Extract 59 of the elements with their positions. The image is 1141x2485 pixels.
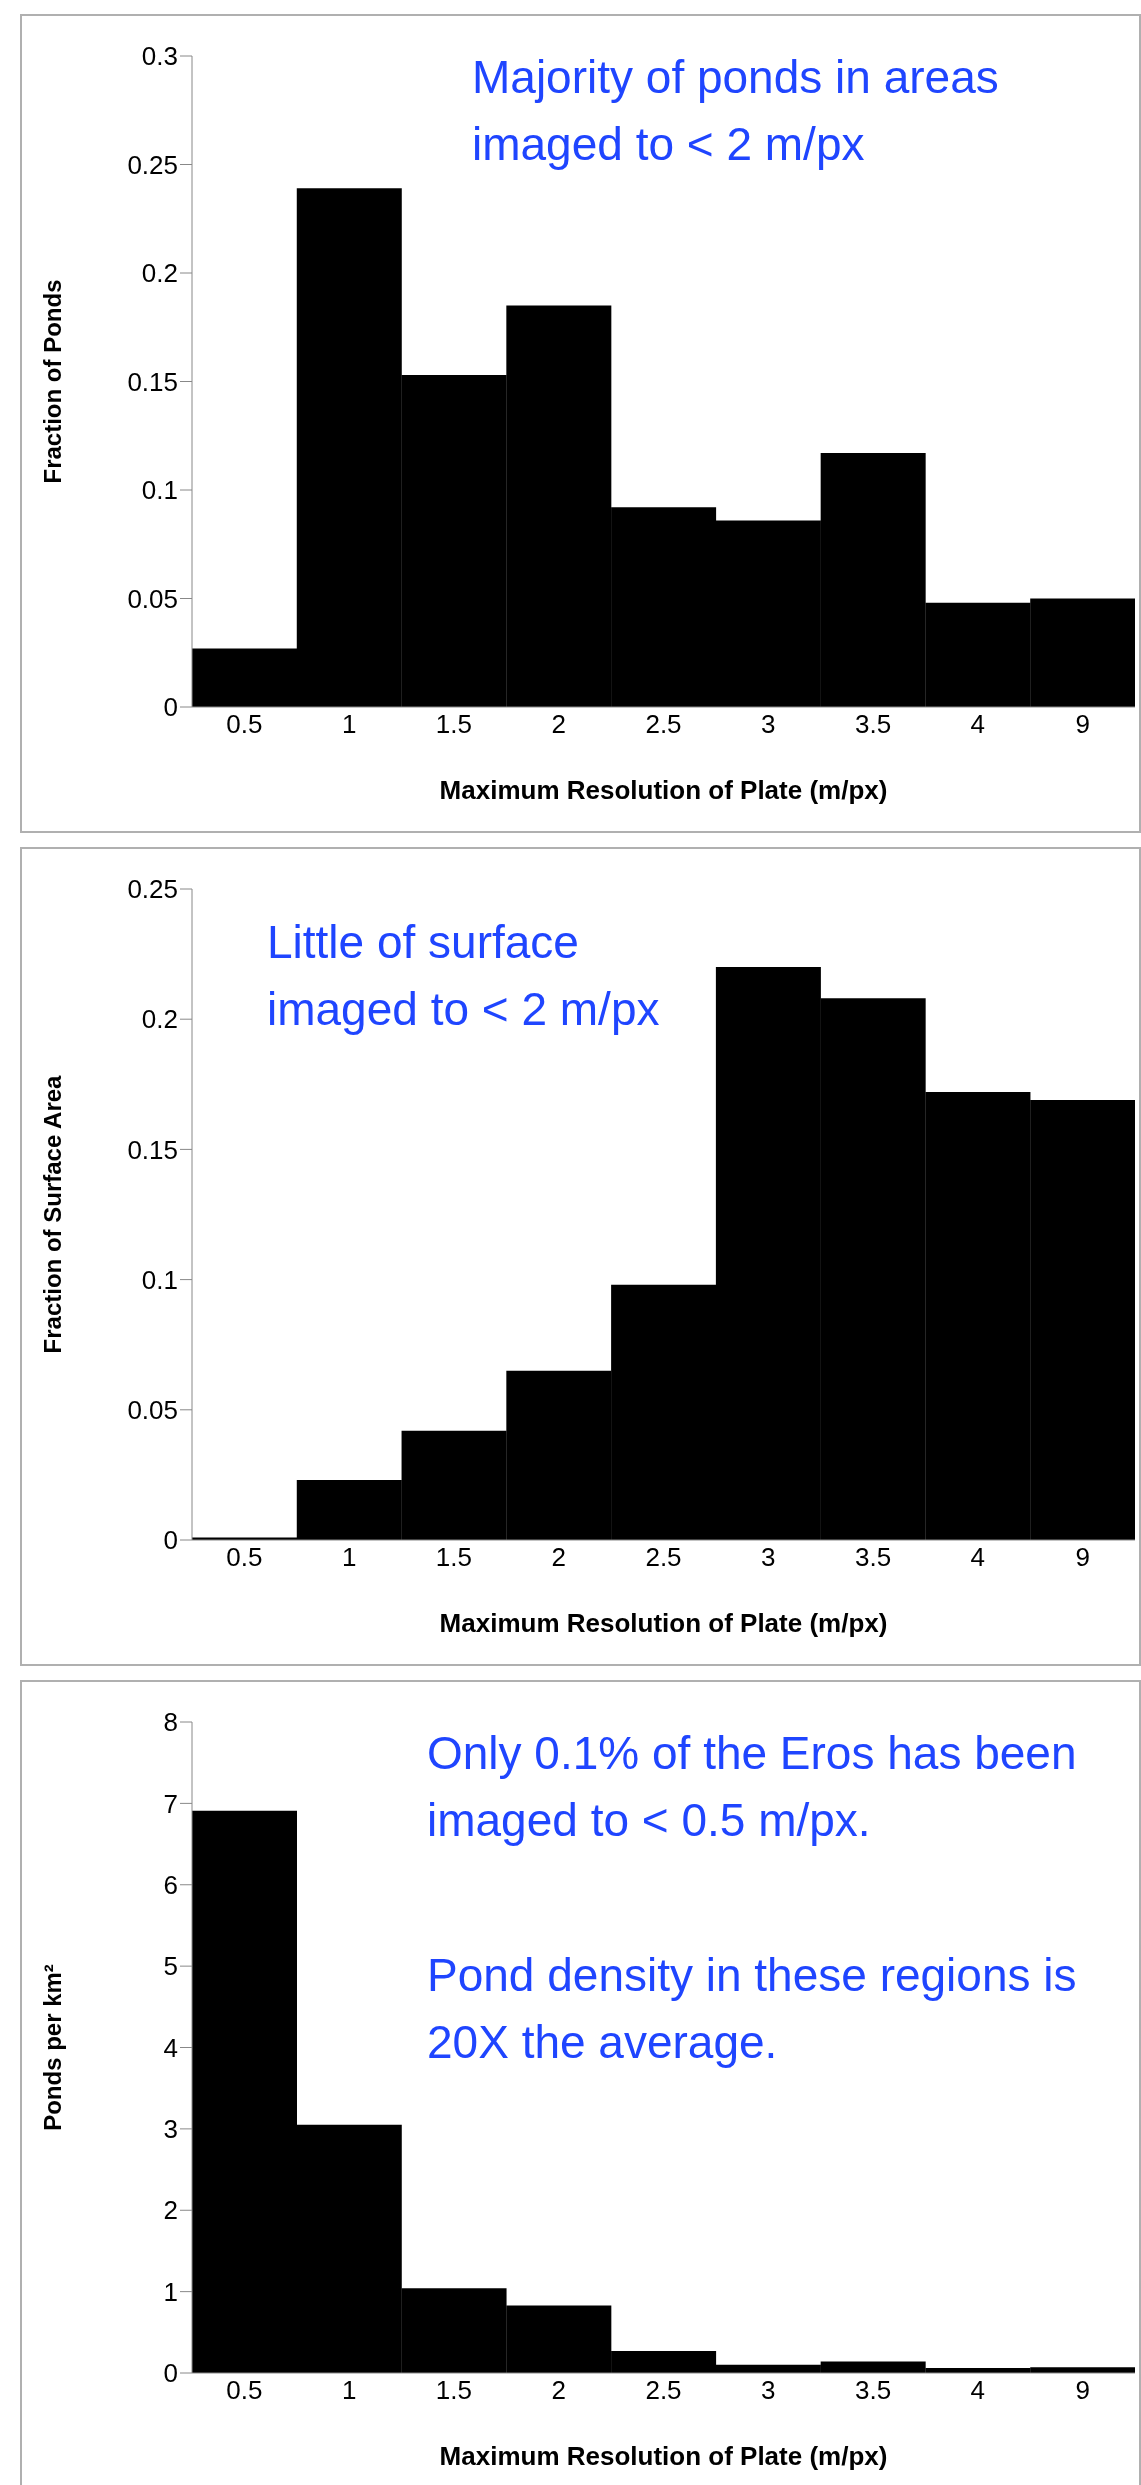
x-axis-title: Maximum Resolution of Plate (m/px) xyxy=(439,1608,888,1638)
annotation: Majority of ponds in areas imaged to < 2 m/px xyxy=(472,50,1000,172)
x-tick-label: 1 xyxy=(341,1542,357,1573)
x-axis-title: Maximum Resolution of Plate (m/px) xyxy=(439,2441,888,2471)
x-tick-label: 1 xyxy=(341,2375,357,2406)
x-tick-label: 2 xyxy=(551,709,566,740)
annotation: Little of surface imaged to < 2 m/px xyxy=(267,915,661,1037)
y-tick-label: 2 xyxy=(163,2195,178,2226)
y-tick-label: 0.25 xyxy=(127,874,178,905)
y-tick-label: 8 xyxy=(163,1707,178,1738)
x-tick-label: 4 xyxy=(970,709,986,740)
x-tick-label: 2 xyxy=(551,2375,566,2406)
x-tick-label: 1.5 xyxy=(435,1542,473,1573)
y-tick-label: 0 xyxy=(163,2358,178,2389)
y-axis-title: Fraction of Surface Area xyxy=(38,1074,66,1354)
y-tick-label: 0 xyxy=(163,1525,178,1556)
y-tick-label: 4 xyxy=(163,2032,178,2063)
x-tick-label: 2.5 xyxy=(645,2375,682,2406)
annotation: Pond density in these regions is 20X the average. xyxy=(427,1948,1078,2070)
y-tick-label: 0.2 xyxy=(141,258,178,289)
annotation: Only 0.1% of the Eros has been imaged to < 0.5 m/px. xyxy=(427,1726,1078,1848)
y-tick-label: 0.05 xyxy=(127,1395,178,1426)
x-tick-label: 3.5 xyxy=(854,1542,892,1573)
x-tick-label: 9 xyxy=(1075,709,1090,740)
x-tick-label: 2 xyxy=(551,1542,566,1573)
y-tick-label: 0.25 xyxy=(127,149,178,180)
x-tick-label: 0.5 xyxy=(226,709,263,740)
y-tick-label: 0.3 xyxy=(141,41,178,72)
x-tick-label: 9 xyxy=(1075,1542,1090,1573)
y-tick-label: 0.15 xyxy=(127,366,178,397)
y-tick-label: 0.2 xyxy=(141,1004,178,1035)
x-tick-label: 3.5 xyxy=(854,709,892,740)
y-tick-label: 0.05 xyxy=(127,583,178,614)
y-tick-label: 0 xyxy=(163,692,178,723)
y-tick-label: 1 xyxy=(163,2276,178,2307)
y-tick-label: 0.15 xyxy=(127,1134,178,1165)
x-tick-label: 3 xyxy=(761,709,776,740)
x-tick-label: 2.5 xyxy=(645,1542,682,1573)
x-tick-label: 4 xyxy=(970,2375,986,2406)
x-tick-label: 0.5 xyxy=(226,2375,263,2406)
x-tick-label: 3 xyxy=(761,2375,776,2406)
y-axis-title: Fraction of Ponds xyxy=(38,279,66,484)
y-axis-title: Ponds per km² xyxy=(38,1964,66,2131)
x-tick-label: 1.5 xyxy=(435,2375,473,2406)
x-tick-label: 2.5 xyxy=(645,709,682,740)
x-tick-label: 4 xyxy=(970,1542,986,1573)
x-tick-label: 0.5 xyxy=(226,1542,263,1573)
y-tick-label: 5 xyxy=(163,1951,178,1982)
y-tick-label: 6 xyxy=(163,1869,178,1900)
x-tick-label: 1.5 xyxy=(435,709,473,740)
x-tick-label: 3.5 xyxy=(854,2375,892,2406)
x-tick-label: 9 xyxy=(1075,2375,1090,2406)
x-tick-label: 3 xyxy=(761,1542,776,1573)
x-tick-label: 1 xyxy=(341,709,357,740)
y-tick-label: 7 xyxy=(163,1788,178,1819)
y-tick-label: 3 xyxy=(163,2114,178,2145)
x-axis-title: Maximum Resolution of Plate (m/px) xyxy=(439,775,888,805)
y-tick-label: 0.1 xyxy=(141,1264,178,1295)
y-tick-label: 0.1 xyxy=(141,475,178,506)
